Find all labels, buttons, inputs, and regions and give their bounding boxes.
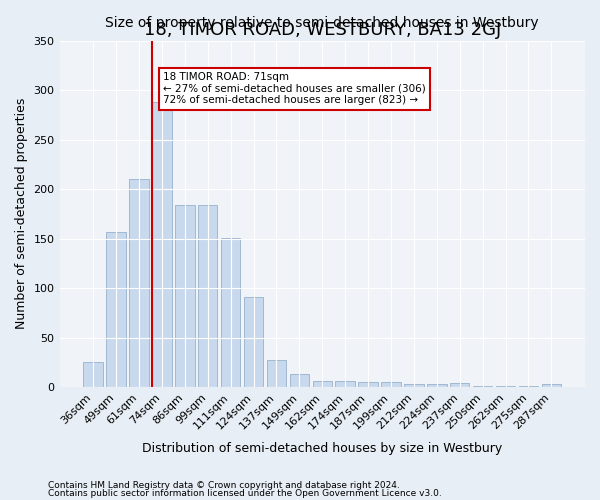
Bar <box>129 179 149 387</box>
Text: Contains HM Land Registry data © Crown copyright and database right 2024.: Contains HM Land Registry data © Crown c… <box>48 481 400 490</box>
Bar <box>381 382 401 387</box>
Bar <box>473 386 493 387</box>
Bar <box>221 238 241 387</box>
Bar <box>175 205 194 387</box>
Text: 18 TIMOR ROAD: 71sqm
← 27% of semi-detached houses are smaller (306)
72% of semi: 18 TIMOR ROAD: 71sqm ← 27% of semi-detac… <box>163 72 426 106</box>
Bar <box>198 205 217 387</box>
Bar <box>244 297 263 387</box>
Bar <box>313 381 332 387</box>
Bar <box>450 383 469 387</box>
Bar <box>335 381 355 387</box>
Bar <box>267 360 286 387</box>
Bar <box>83 362 103 387</box>
Title: 18, TIMOR ROAD, WESTBURY, BA13 2GJ: 18, TIMOR ROAD, WESTBURY, BA13 2GJ <box>143 21 501 39</box>
Bar <box>152 102 172 387</box>
Bar <box>542 384 561 387</box>
Bar <box>427 384 446 387</box>
Bar <box>106 232 126 387</box>
Y-axis label: Number of semi-detached properties: Number of semi-detached properties <box>15 98 28 330</box>
Bar <box>404 384 424 387</box>
Bar <box>358 382 378 387</box>
Text: Contains public sector information licensed under the Open Government Licence v3: Contains public sector information licen… <box>48 488 442 498</box>
Bar <box>519 386 538 387</box>
X-axis label: Distribution of semi-detached houses by size in Westbury: Distribution of semi-detached houses by … <box>142 442 502 455</box>
Bar <box>290 374 309 387</box>
Bar <box>496 386 515 387</box>
Text: Size of property relative to semi-detached houses in Westbury: Size of property relative to semi-detach… <box>106 16 539 30</box>
